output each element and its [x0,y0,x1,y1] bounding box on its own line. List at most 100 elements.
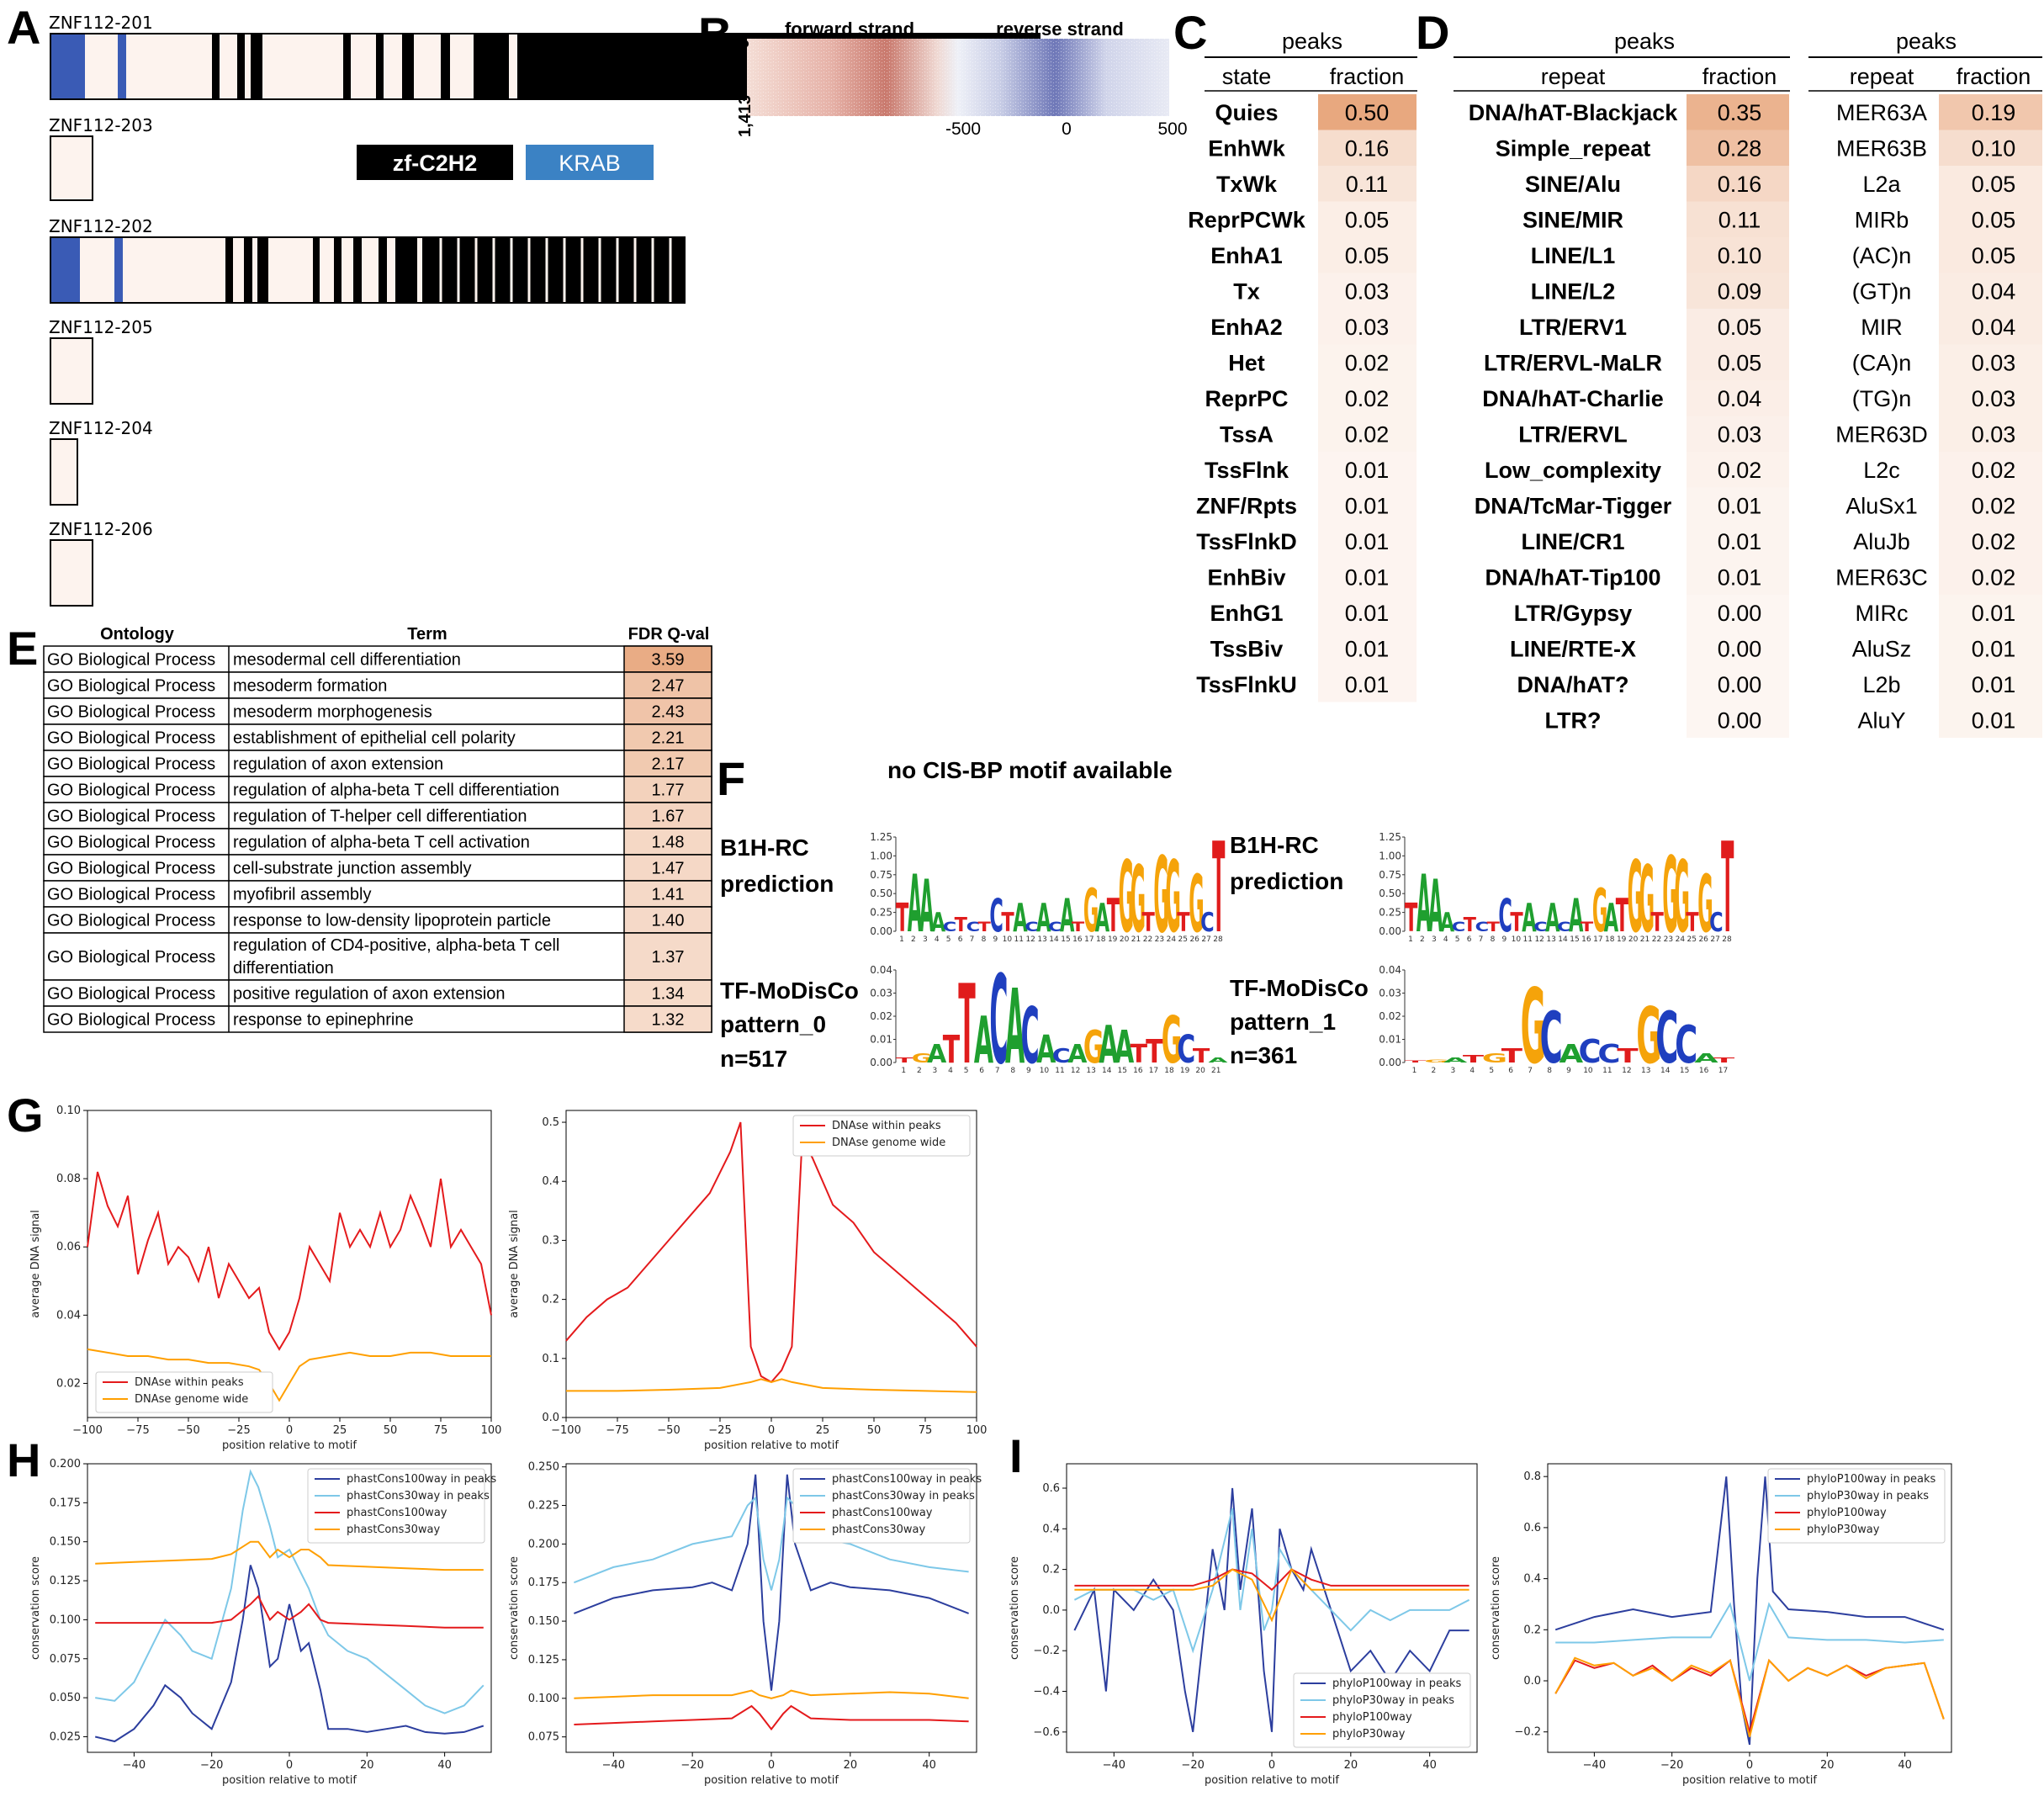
legend-label: phastCons100way in peaks [832,1473,982,1486]
panel-label-i: I [1009,1429,1023,1482]
legend-label: DNAse genome wide [135,1393,248,1406]
ontology-cell: GO Biological Process [47,729,215,748]
fraction-cell [1318,559,1417,595]
y-tick-label: 0.075 [50,1653,81,1666]
logo-letter: C [1475,919,1489,935]
logo-letter: T [1131,1040,1148,1069]
logo-letter: A [1208,1057,1227,1064]
row-value: 0.02 [1345,422,1390,448]
legend-label: phyloP100way [1332,1711,1412,1724]
panel-label-e: E [7,622,38,675]
row-label: LTR/ERVL [1518,422,1628,448]
logo-letter: T [896,1057,913,1064]
logo-letter: T [1501,1045,1522,1068]
y-tick-label: 0.075 [528,1731,559,1744]
legend-label: phyloP100way [1807,1507,1887,1519]
c-col-fraction: fraction [1330,64,1405,89]
panel-e-go-table: Ontology Term FDR Q-val GO Biological Pr… [43,625,712,1033]
logo-position: 4 [1469,1067,1475,1075]
logo-letter: T [955,914,968,936]
row-label: TssA [1220,422,1274,448]
fraction-cell [1687,344,1789,380]
logo-letter: C [1557,919,1570,935]
logo-position: 19 [1617,935,1627,944]
logo-position: 13 [1037,935,1046,944]
logo-letter: G [1424,1059,1449,1063]
x-tick-label: −100 [72,1424,103,1437]
x-tick-label: −25 [227,1424,250,1437]
row-label: L2a [1862,172,1901,197]
logo-position: 6 [958,935,963,944]
logo-letter: C [1709,908,1723,938]
logo-position: 25 [1178,935,1188,944]
x-tick-label: −40 [602,1759,625,1772]
logo-position: 26 [1189,935,1199,944]
logo-letter: G [1165,840,1180,955]
row-value: 0.35 [1718,100,1762,125]
logo-position: 13 [1086,1067,1095,1075]
logo-letter: T [1510,908,1523,938]
panel-d-repeat-tables: peaks repeat fraction DNA/hAT-Blackjack 0… [1454,29,2042,738]
logo-position: 10 [1003,935,1013,944]
chart-i-right: −40 −20 0 20 40 −0.2 0.0 0.2 0.4 0.6 0.8 position r… [1490,1463,1952,1787]
y-tick-label: 0.125 [50,1575,81,1587]
row-label: Low_complexity [1485,458,1661,483]
d2-rows: MER63A 0.19 MER63B 0.10 L2a 0.05 MIRb 0.05 (AC)n… [1835,94,2042,738]
fraction-cell [1687,452,1789,488]
legend-zf-label: zf-C2H2 [393,151,478,176]
x-axis-label: position relative to motif [222,1439,357,1452]
row-label: EnhWk [1208,136,1285,162]
sequence-logos: 1.251.000.750.500.250.00 TAAACTCTCTACACAT… [870,816,1735,1092]
logo-letter: C [989,950,1008,1092]
logo-ytick: 0.75 [870,869,892,881]
legend: DNAse within peaks DNAse genome wide [792,1115,971,1157]
row-value: 0.01 [1718,529,1762,554]
row-label: DNA/TcMar-Tigger [1475,494,1672,519]
fraction-cell [1687,94,1789,130]
row-value: 0.16 [1718,172,1762,197]
logo-ytick: 0.02 [1379,1010,1401,1022]
fraction-cell [1318,523,1417,559]
logo-position: 6 [979,1067,984,1075]
fdr-cell [623,723,712,751]
isoform-label: ZNF112-205 [49,317,153,337]
row-label: DNA/hAT-Blackjack [1469,100,1679,125]
logo-position: 20 [1195,1067,1205,1075]
row-value: 0.00 [1718,601,1762,626]
fraction-cell [1687,666,1789,702]
fraction-cell [1318,201,1417,237]
series-line [1073,1508,1470,1654]
row-label: TxWk [1216,172,1278,197]
logo-letter: A [927,1040,947,1069]
fraction-cell [1939,595,2042,631]
logo-letter: C [1177,1028,1195,1073]
y-tick-label: 0.175 [50,1497,81,1509]
x-tick-label: 75 [434,1424,448,1437]
logo-ytick: 0.25 [870,907,892,919]
logo-position: 7 [970,935,975,944]
fraction-cell [1939,487,2042,523]
logo-position: 17 [1084,935,1093,944]
fdr-value: 2.17 [652,755,685,774]
logo-letter: T [1072,919,1085,935]
logo-letter: G [1639,846,1655,953]
series-line [95,1469,485,1714]
fdr-value: 2.21 [652,729,685,748]
logo-position: 25 [1687,935,1697,944]
b-ytick: 1,413 [736,95,755,137]
panel-label-b: B [698,8,732,61]
logo-letter: G [1153,835,1168,957]
x-tick-label: −20 [680,1759,703,1772]
fraction-cell [1939,130,2042,166]
row-value: 0.03 [1345,279,1390,305]
isoform-205-body [50,337,93,405]
row-value: 0.01 [1345,601,1390,626]
x-axis-label: position relative to motif [222,1774,357,1787]
fdr-value: 2.47 [652,677,685,696]
logo-position: 16 [1133,1067,1143,1075]
row-value: 0.05 [1345,208,1390,233]
y-axis-label: conservation score [1490,1556,1502,1660]
d2-col-repeat: repeat [1850,64,1914,89]
krab-domain [114,238,123,302]
